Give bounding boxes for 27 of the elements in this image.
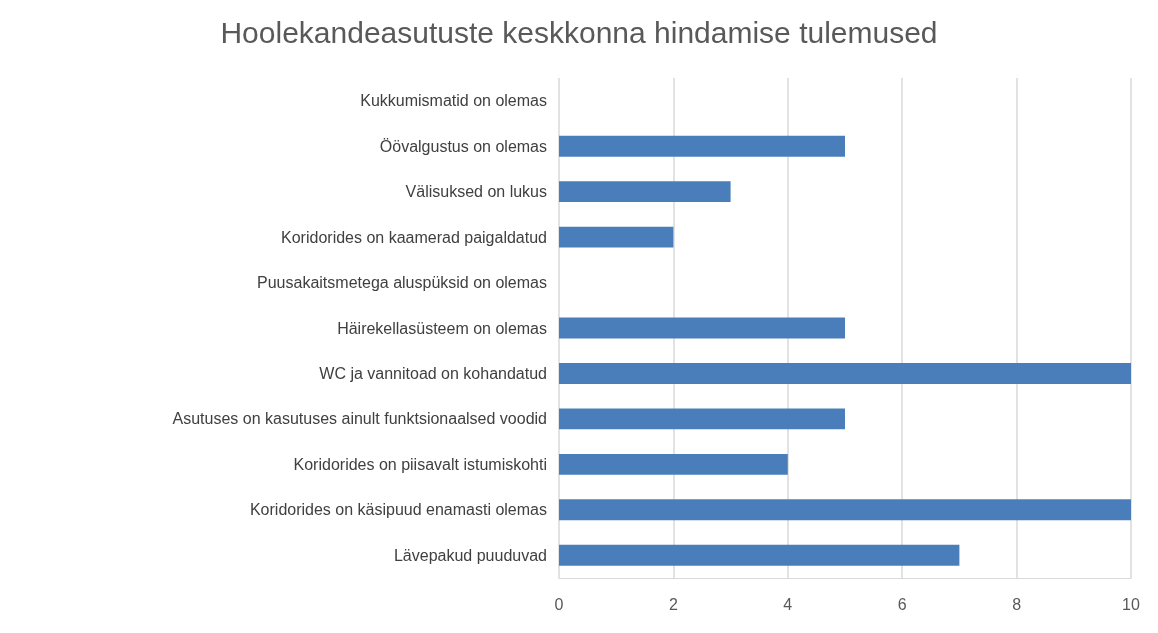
chart-title: Hoolekandeasutuste keskkonna hindamise tulemused: [220, 15, 938, 49]
y-tick-label: Asutuses on kasutuses ainult funktsionaalsed voodid: [172, 410, 547, 428]
y-tick-label: Kukkumismatid on olemas: [360, 92, 547, 110]
bar: [559, 181, 731, 203]
y-tick-label: Koridorides on piisavalt istumiskohti: [293, 455, 547, 473]
x-tick-label: 4: [783, 595, 793, 613]
y-tick-label: WC ja vannitoad on kohandatud: [319, 364, 547, 382]
x-tick-label: 8: [1012, 595, 1022, 613]
x-tick-label: 2: [668, 595, 678, 613]
bar: [559, 135, 845, 157]
bar: [559, 317, 845, 339]
y-tick-label: Välisuksed on lukus: [405, 183, 547, 201]
bar: [559, 453, 788, 475]
y-tick-label: Öövalgustus on olemas: [379, 137, 547, 155]
bar: [559, 226, 674, 248]
bar: [559, 499, 1131, 521]
y-tick-label: Lävepakud puuduvad: [393, 546, 547, 564]
x-tick-label: 6: [897, 595, 907, 613]
bar: [559, 408, 845, 430]
x-tick-label: 10: [1122, 595, 1140, 613]
bar: [559, 544, 960, 566]
y-tick-label: Puusakaitsmetega aluspüksid on olemas: [257, 274, 547, 292]
bar: [559, 363, 1131, 384]
x-tick-label: 0: [554, 595, 564, 613]
y-tick-label: Koridorides on kaamerad paigaldatud: [281, 228, 547, 246]
y-tick-label: Koridorides on käsipuud enamasti olemas: [249, 501, 547, 519]
y-tick-label: Häirekellasüsteem on olemas: [337, 319, 547, 337]
